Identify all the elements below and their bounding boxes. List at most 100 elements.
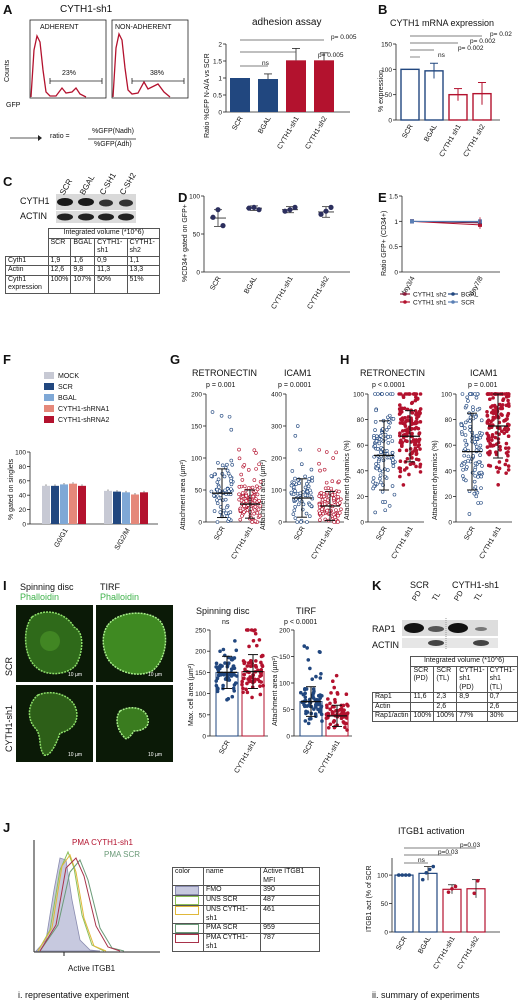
hist2-pct: 38% bbox=[150, 70, 165, 77]
chart-h-point-cyth1 bbox=[490, 404, 495, 408]
chart-j-point bbox=[472, 891, 477, 896]
chart-h-point-cyth1 bbox=[499, 429, 504, 434]
chart-g-point-scr bbox=[216, 460, 220, 465]
chart-f-legend-swatch bbox=[44, 383, 54, 390]
chart-i-point bbox=[223, 661, 227, 665]
ratio-text: ratio = bbox=[50, 133, 70, 140]
chart-h-point-cyth1 bbox=[413, 398, 418, 403]
chart-g-point-scr bbox=[299, 520, 303, 524]
chart-i1-p: ns bbox=[222, 619, 230, 626]
hist2-label: NON-ADHERENT bbox=[115, 24, 172, 31]
chart-g-point-cyth1 bbox=[253, 519, 258, 523]
ratio-numerator: %GFP(Nadh) bbox=[92, 128, 135, 135]
chart-h1-y-tick-label: 0 bbox=[360, 520, 364, 527]
chart-f-bar bbox=[140, 492, 148, 524]
chart-g-point-cyth1 bbox=[320, 507, 324, 511]
panel-k-blot bbox=[402, 618, 498, 650]
chart-i-point bbox=[301, 692, 306, 697]
chart-i-point bbox=[318, 676, 323, 680]
scalebar-label: 10 µm bbox=[148, 672, 162, 678]
chart-h2-p: p = 0.001 bbox=[468, 382, 498, 389]
chart-j-bar bbox=[442, 888, 462, 933]
chart-i-point bbox=[305, 710, 310, 714]
chart-i-point bbox=[234, 648, 239, 653]
chart-h-point-scr bbox=[467, 512, 472, 516]
chart-i2-y-tick-label: 100 bbox=[279, 681, 290, 688]
chart-g-point-scr bbox=[308, 490, 313, 495]
blot-k-group1: SCR bbox=[410, 580, 430, 590]
chart-h2-y-tick-label: 0 bbox=[448, 520, 452, 527]
chart-g-point-cyth1 bbox=[330, 479, 335, 483]
chart-h-point-scr bbox=[463, 438, 468, 443]
chart-i-point bbox=[313, 712, 318, 716]
chart-g-point-scr bbox=[293, 505, 297, 509]
chart-g-point-scr bbox=[222, 474, 227, 479]
chart-g-point-cyth1 bbox=[329, 486, 333, 491]
chart-h-point-cyth1 bbox=[399, 438, 403, 443]
chart-g-point-cyth1 bbox=[253, 505, 258, 509]
chart-g-point-scr bbox=[215, 520, 220, 524]
chart-h-point-scr bbox=[378, 476, 382, 481]
chart-g-point-cyth1 bbox=[239, 472, 244, 477]
chart-h-point-cyth1 bbox=[417, 437, 422, 442]
chart-h-point-cyth1 bbox=[397, 448, 402, 453]
chart-i1-y-tick-label: 150 bbox=[195, 670, 206, 677]
chart-h-point-cyth1 bbox=[399, 417, 403, 422]
chart-h-point-scr bbox=[371, 476, 376, 480]
chart-g-point-cyth1 bbox=[325, 508, 329, 513]
panel-label-k: K bbox=[372, 578, 382, 593]
chart-h-point-cyth1 bbox=[417, 409, 422, 414]
chart-g2-y-tick-label: 0 bbox=[278, 520, 282, 527]
chart-g-point-scr bbox=[209, 474, 214, 478]
chart-g-point-scr bbox=[224, 511, 228, 516]
chart-g2-title: ICAM1 bbox=[284, 368, 312, 378]
chart-g-point-cyth1 bbox=[252, 448, 257, 452]
chart-h-point-scr bbox=[374, 439, 379, 443]
chart-g-point-cyth1 bbox=[252, 478, 257, 482]
chart-f-legend-label: SCR bbox=[58, 384, 73, 391]
chart-g-point-scr bbox=[229, 427, 234, 432]
chart-h-point-scr bbox=[464, 478, 468, 483]
chart-e-legend-label: BGAL bbox=[461, 292, 479, 299]
chart-h-point-cyth1 bbox=[403, 416, 407, 420]
chart-i-point bbox=[304, 687, 309, 691]
chart-g-point-scr bbox=[290, 469, 295, 473]
chart-i-point bbox=[254, 643, 259, 648]
chart-h-point-scr bbox=[390, 450, 395, 455]
chart-i-point bbox=[317, 649, 322, 654]
chart-h-point-cyth1 bbox=[491, 396, 495, 400]
chart-g-point-cyth1 bbox=[257, 485, 262, 490]
hist-xlabel: GFP bbox=[6, 102, 21, 109]
caption-j-i: i. representative experiment bbox=[18, 990, 130, 1000]
chart-a-bar bbox=[286, 60, 306, 112]
chart-g-point-cyth1 bbox=[238, 508, 243, 513]
chart-g-point-scr bbox=[293, 489, 297, 493]
chart-g-point-scr bbox=[296, 502, 301, 507]
panel-k-table: Integrated volume (*10^6) SCR (PD) SCR (… bbox=[371, 656, 518, 722]
chart-g-point-scr bbox=[227, 517, 231, 521]
panel-c-blot bbox=[56, 194, 136, 223]
chart-g-point-cyth1 bbox=[332, 496, 336, 501]
chart-h-point-cyth1 bbox=[418, 420, 423, 424]
chart-g-point-cyth1 bbox=[244, 493, 249, 498]
chart-h-point-scr bbox=[383, 508, 388, 513]
chart-h-point-scr bbox=[371, 480, 375, 484]
chart-h-point-cyth1 bbox=[499, 412, 503, 416]
chart-e-legend-label: SCR bbox=[461, 300, 475, 307]
chart-i-point bbox=[226, 696, 231, 701]
blot-k-label1: RAP1 bbox=[372, 624, 396, 634]
chart-h-point-scr bbox=[473, 461, 478, 466]
chart-i-point bbox=[258, 692, 263, 697]
chart-h-point-scr bbox=[387, 425, 391, 430]
chart-i-point bbox=[328, 701, 332, 706]
chart-i-point bbox=[232, 689, 236, 693]
chart-j-point bbox=[475, 878, 480, 883]
chart-g-point-scr bbox=[212, 493, 216, 498]
chart-d-point bbox=[287, 207, 293, 213]
chart-h-point-cyth1 bbox=[506, 468, 511, 472]
chart-h-point-scr bbox=[383, 500, 388, 504]
chart-i1-y-tick-label: 50 bbox=[199, 712, 207, 719]
chart-h2-y-tick-label: 100 bbox=[441, 392, 452, 399]
chart-g-point-cyth1 bbox=[317, 494, 321, 498]
